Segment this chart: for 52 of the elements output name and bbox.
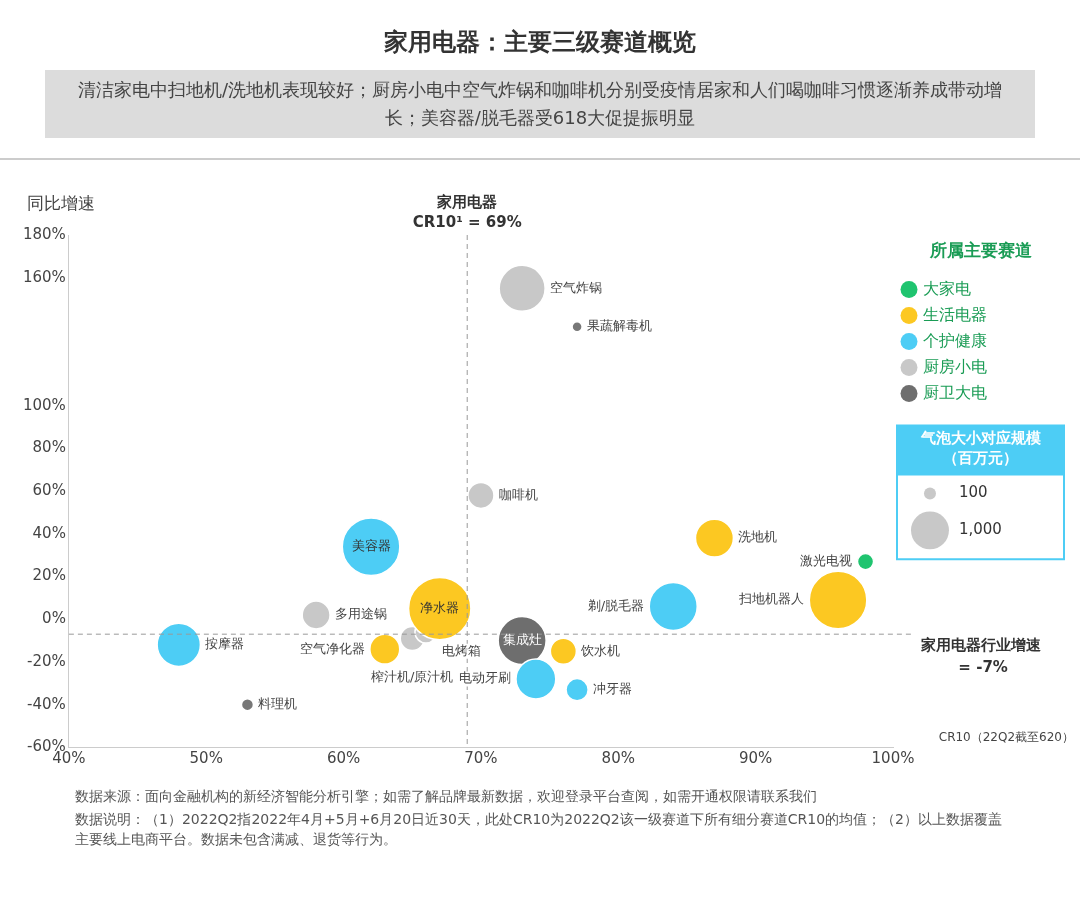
x-axis-title: CR10（22Q2截至620）	[938, 730, 1074, 745]
ref-line-label: 家用电器行业增速 = -7%	[919, 635, 1042, 676]
y-tick-label: -20%	[27, 651, 66, 670]
x-tick-label: 80%	[601, 749, 635, 768]
annotation: 空气净化器	[299, 640, 365, 656]
legend-label: 大家电	[923, 278, 971, 298]
y-tick-label: 180%	[22, 224, 66, 243]
legend-title: 所属主要赛道	[928, 239, 1032, 260]
annotation: 扫地机器人	[738, 591, 805, 607]
y-tick-label: 0%	[42, 609, 66, 628]
x-tick-label: 60%	[326, 749, 361, 768]
legend-label: 1,000	[958, 520, 1002, 539]
annotation: 空气炸锅	[550, 279, 603, 295]
y-tick-label: 60%	[32, 481, 66, 500]
annotation: 果蔬解毒机	[587, 318, 653, 334]
chart-subtitle: 清洁家电中扫地机/洗地机表现较好；厨房小电中空气炸锅和咖啡机分别受疫情居家和人们喝咖啡习惯逐渐养成带动增长；美容器/脱毛器受618大促提振明显	[45, 70, 1035, 138]
legend-label: 100	[958, 483, 988, 502]
x-tick-label: 70%	[464, 749, 498, 768]
x-tick-label: 90%	[738, 749, 773, 768]
y-tick-label: -40%	[27, 694, 66, 713]
y-tick-label: 160%	[22, 267, 66, 286]
annotation: 饮水机	[580, 642, 621, 658]
y-tick-label: 20%	[32, 566, 66, 585]
annotation: 料理机	[258, 696, 298, 711]
chart-title: 家用电器：主要三级赛道概览	[383, 27, 697, 58]
annotation: 净水器	[420, 599, 460, 615]
annotation: 集成灶	[502, 631, 542, 647]
y-tick-label: 100%	[22, 395, 66, 414]
annotation: 多用途锅	[335, 606, 388, 622]
annotation: 榨汁机/原汁机	[371, 668, 454, 684]
ref-line-label: 家用电器CR10¹ = 69%	[412, 193, 522, 232]
y-tick-label: 40%	[32, 523, 66, 542]
text: 气泡大小对应规模（百万元）	[919, 428, 1042, 467]
annotation: 咖啡机	[498, 486, 538, 502]
annotation: 按摩器	[205, 636, 245, 652]
annotation: 激光电视	[800, 552, 853, 568]
annotation: 冲牙器	[593, 681, 633, 697]
annotation: 电动牙刷	[458, 670, 511, 686]
x-tick-label: 100%	[871, 749, 915, 768]
x-tick-label: 50%	[189, 749, 223, 768]
annotation: 剃/脱毛器	[587, 597, 645, 613]
text: 数据说明：（1）2022Q2指2022年4月+5月+6月20日近30天，此处CR10为2022Q2该一级赛道下所有细分赛道CR10的均值；（2）以上数据覆盖主要线上电商平台。数据未包含满减、退货等行为。	[75, 810, 1003, 849]
legend-label: 个护健康	[923, 330, 987, 350]
annotation: 电烤箱	[442, 642, 482, 658]
legend-label: 厨卫大电	[923, 382, 987, 402]
source-note: 数据来源：面向金融机构的新经济智能分析引擎；如需了解品牌最新数据，欢迎登录平台查阅，如需开通权限请联系我们	[75, 787, 818, 806]
annotation: 洗地机	[738, 529, 778, 545]
legend-label: 生活电器	[923, 304, 987, 324]
legend-label: 厨房小电	[923, 356, 987, 376]
y-axis-title: 同比增速	[26, 192, 95, 213]
y-tick-label: 80%	[32, 438, 66, 457]
annotation: 美容器	[351, 538, 391, 554]
